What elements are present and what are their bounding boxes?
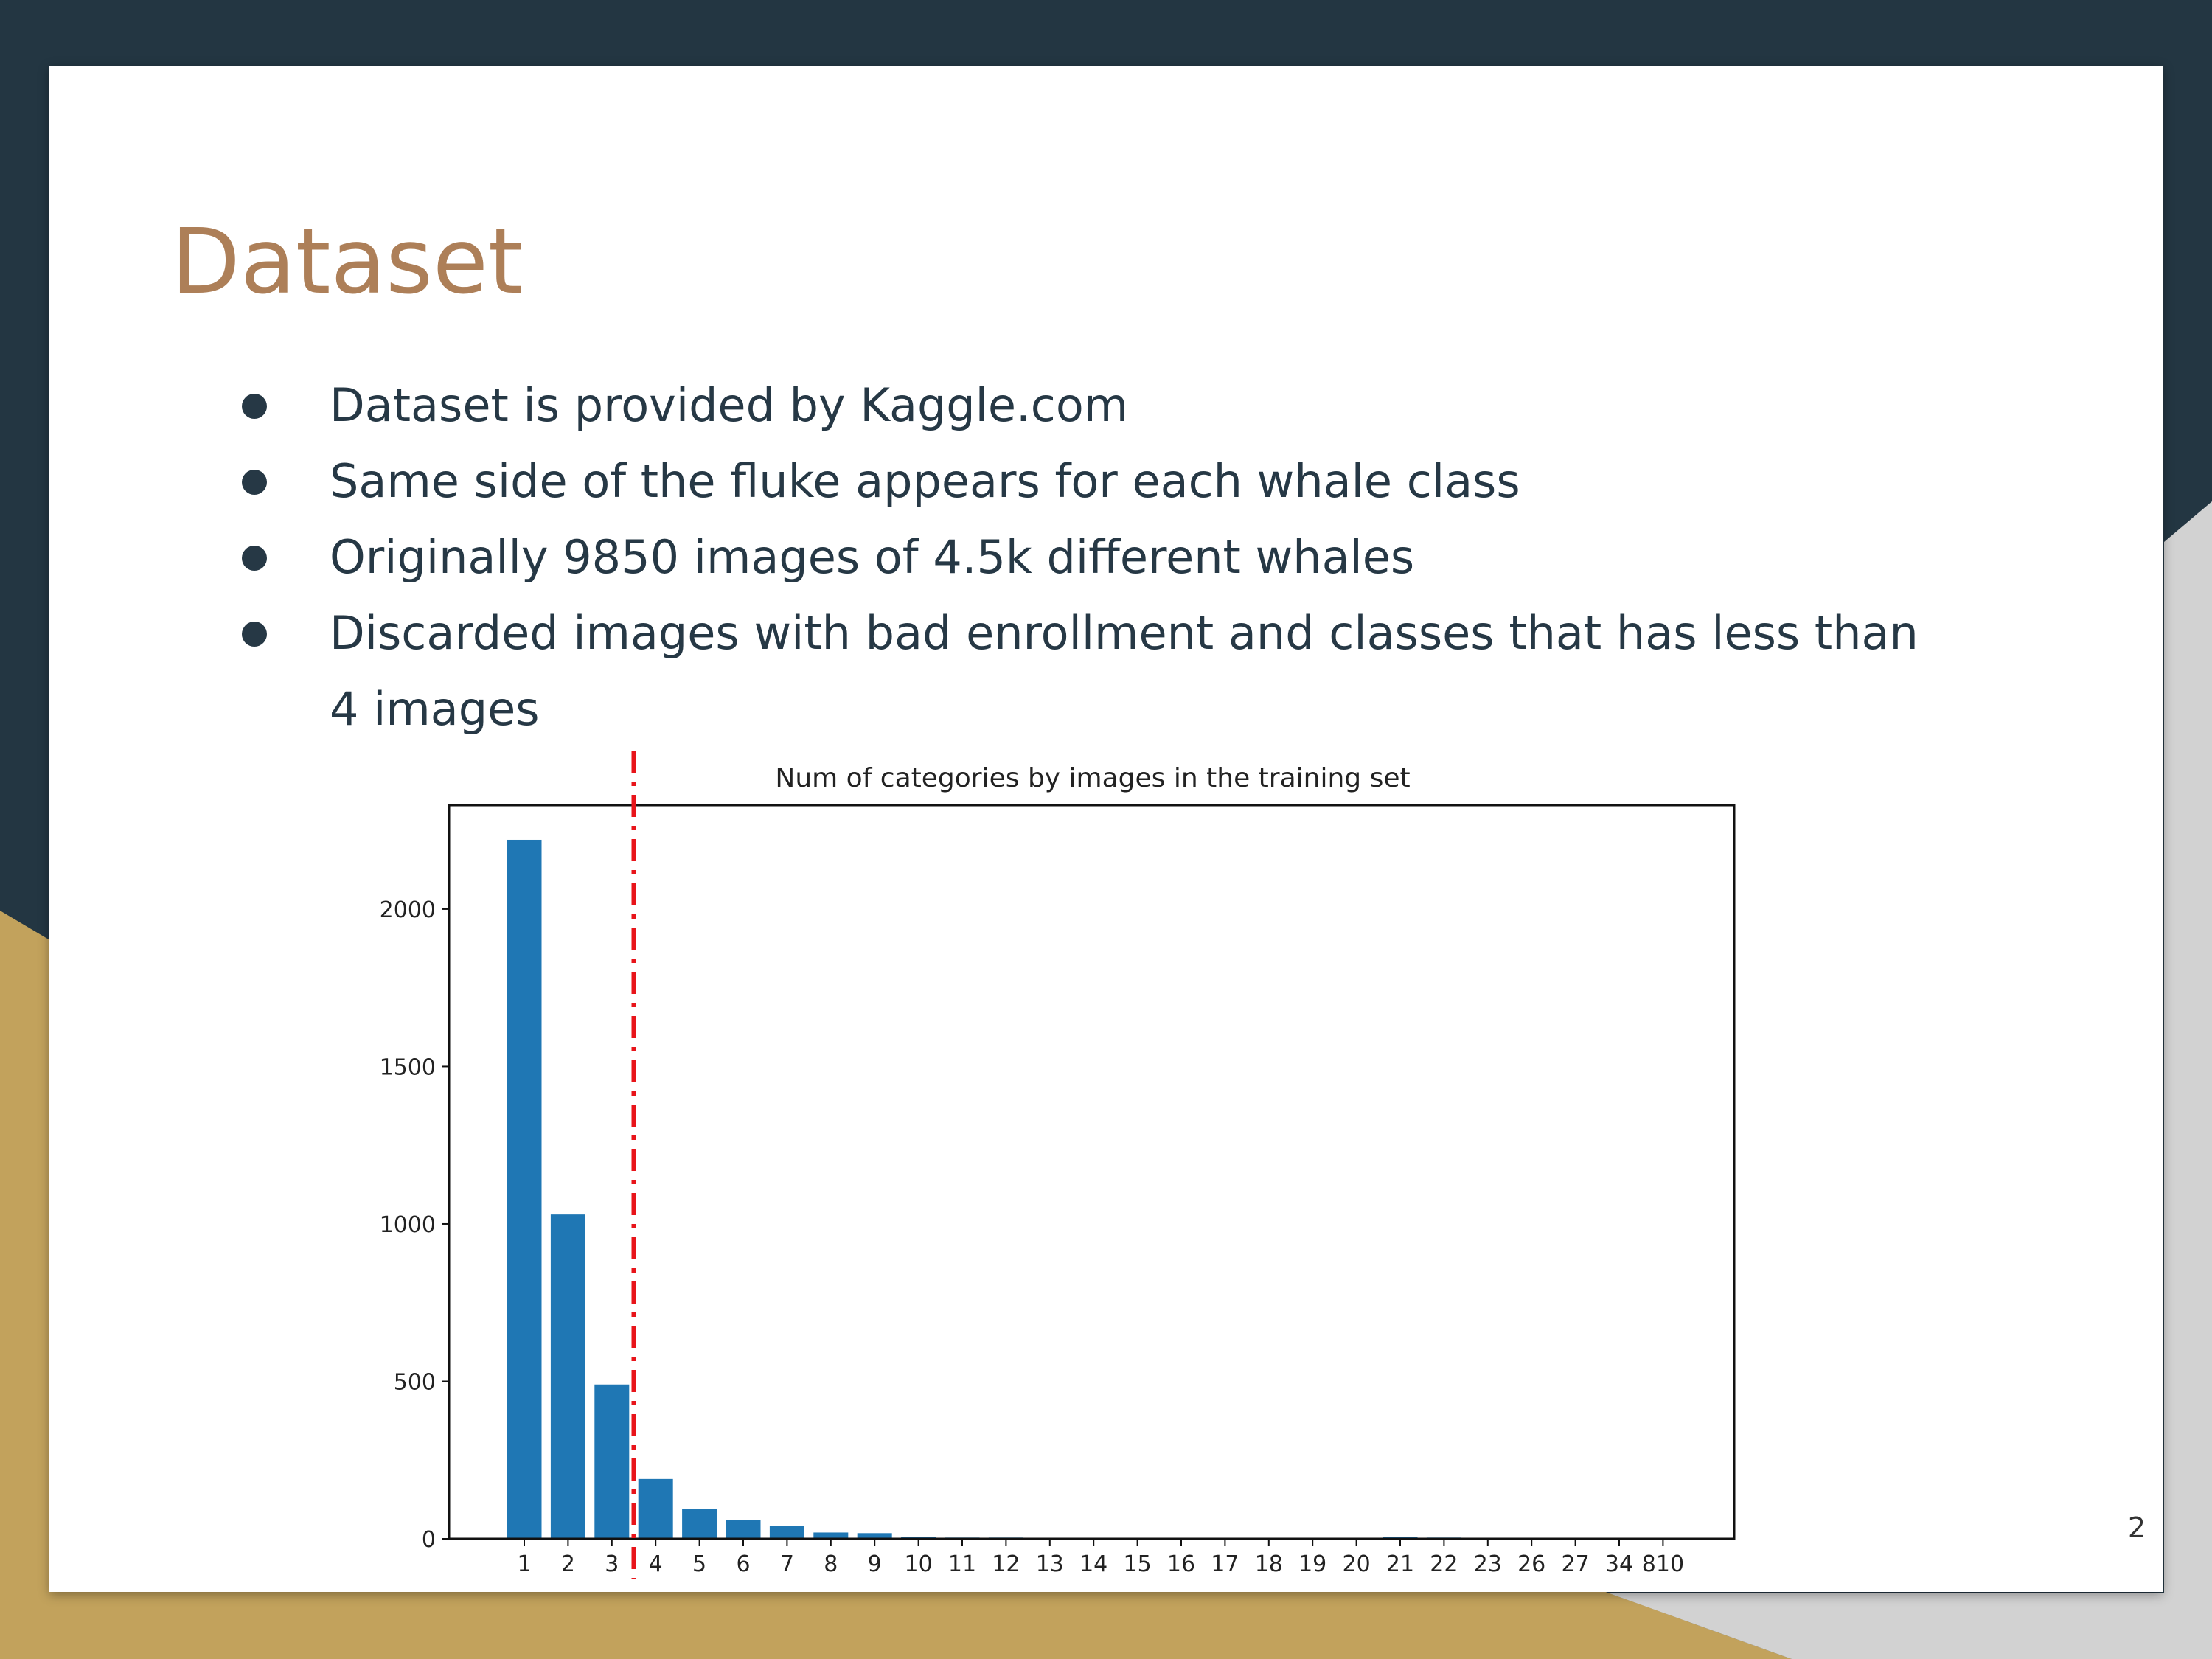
bar-1 xyxy=(507,839,542,1539)
x-tick-label: 22 xyxy=(1430,1551,1458,1577)
chart-title: Num of categories by images in the train… xyxy=(775,763,1410,793)
y-tick-label: 1000 xyxy=(380,1212,436,1238)
bar-5 xyxy=(682,1509,717,1539)
x-tick-label: 10 xyxy=(905,1551,933,1577)
x-tick-label: 21 xyxy=(1386,1551,1414,1577)
x-tick-label: 34 xyxy=(1605,1551,1633,1577)
y-axis: 0 500 1000 1500 2000 xyxy=(380,897,449,1553)
x-tick-label: 2 xyxy=(561,1551,575,1577)
bar-2 xyxy=(550,1214,585,1539)
bullet-list: Dataset is provided by Kaggle.com Same s… xyxy=(170,367,1939,747)
bullet-item: Dataset is provided by Kaggle.com xyxy=(170,367,1939,443)
bullet-item: Originally 9850 images of 4.5k different… xyxy=(170,519,1939,595)
bullet-text: Dataset is provided by Kaggle.com xyxy=(330,378,1129,432)
x-tick-label: 26 xyxy=(1517,1551,1545,1577)
page-number: 2 xyxy=(2127,1512,2146,1544)
y-tick-label: 1500 xyxy=(380,1054,436,1080)
x-tick-label: 14 xyxy=(1079,1551,1107,1577)
x-tick-label: 1 xyxy=(517,1551,531,1577)
x-tick-label: 19 xyxy=(1298,1551,1326,1577)
x-tick-label: 20 xyxy=(1343,1551,1371,1577)
x-tick-label: 18 xyxy=(1255,1551,1283,1577)
x-tick-label: 16 xyxy=(1167,1551,1195,1577)
x-tick-label: 6 xyxy=(736,1551,750,1577)
x-tick-label: 8 xyxy=(824,1551,838,1577)
y-tick-label: 500 xyxy=(394,1369,436,1395)
x-tick-label: 810 xyxy=(1642,1551,1684,1577)
x-tick-label: 15 xyxy=(1124,1551,1152,1577)
bullet-dot-icon xyxy=(242,394,267,419)
x-tick-label: 3 xyxy=(605,1551,619,1577)
x-tick-label: 7 xyxy=(780,1551,794,1577)
y-tick-label: 0 xyxy=(422,1527,436,1553)
bars-group xyxy=(507,839,1680,1539)
slide-canvas xyxy=(49,66,2163,1592)
plot-frame xyxy=(448,804,1736,1540)
bar-9 xyxy=(857,1533,892,1539)
bar-7 xyxy=(769,1526,804,1539)
x-tick-label: 17 xyxy=(1211,1551,1239,1577)
x-axis: 1 2 3 4 5 6 7 8 9 10 11 12 13 14 15 16 17 18 19 20 21 22 23 26 2… xyxy=(517,1539,1684,1577)
bar-3 xyxy=(594,1384,630,1539)
bar-6 xyxy=(726,1520,761,1539)
x-tick-label: 27 xyxy=(1562,1551,1590,1577)
bullet-item: Same side of the fluke appears for each … xyxy=(170,443,1939,519)
bullet-item: Discarded images with bad enrollment and… xyxy=(170,595,1939,747)
x-tick-label: 4 xyxy=(649,1551,663,1577)
y-tick-label: 2000 xyxy=(380,897,436,923)
bar-4 xyxy=(638,1478,673,1539)
bullet-dot-icon xyxy=(242,470,267,495)
x-tick-label: 23 xyxy=(1474,1551,1502,1577)
x-tick-label: 13 xyxy=(1036,1551,1064,1577)
slide-title: Dataset xyxy=(171,209,524,314)
bullet-dot-icon xyxy=(242,622,267,647)
bullet-text: Same side of the fluke appears for each … xyxy=(330,454,1520,508)
bullet-text: Discarded images with bad enrollment and… xyxy=(330,606,1919,736)
x-tick-label: 12 xyxy=(992,1551,1020,1577)
x-tick-label: 9 xyxy=(868,1551,882,1577)
x-tick-label: 11 xyxy=(948,1551,976,1577)
bullet-text: Originally 9850 images of 4.5k different… xyxy=(330,530,1415,584)
x-tick-label: 5 xyxy=(692,1551,706,1577)
bar-8 xyxy=(813,1532,849,1539)
bullet-dot-icon xyxy=(242,546,267,571)
